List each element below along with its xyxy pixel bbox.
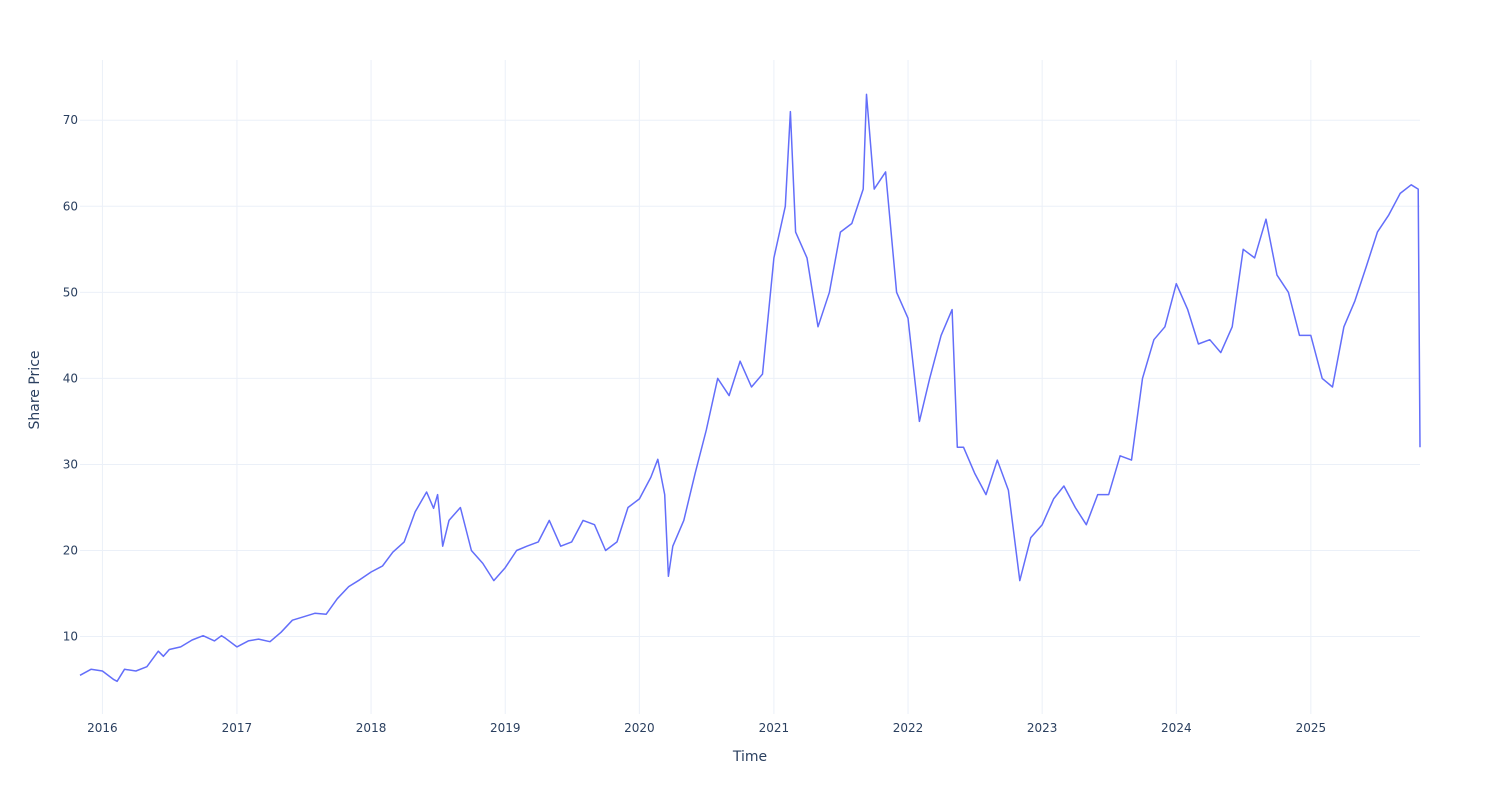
- x-tick-label: 2016: [87, 721, 118, 735]
- y-tick-label: 10: [63, 630, 78, 644]
- x-tick-label: 2024: [1161, 721, 1192, 735]
- x-tick-label: 2019: [490, 721, 521, 735]
- x-tick-label: 2020: [624, 721, 655, 735]
- x-tick-label: 2021: [759, 721, 790, 735]
- y-tick-label: 50: [63, 285, 78, 299]
- x-tick-label: 2023: [1027, 721, 1058, 735]
- y-tick-label: 40: [63, 371, 78, 385]
- y-tick-label: 20: [63, 544, 78, 558]
- y-axis-title: Share Price: [27, 350, 43, 429]
- y-axis-ticks: 10 20 30 40 50 60 70: [63, 113, 78, 643]
- x-tick-label: 2018: [356, 721, 387, 735]
- y-tick-label: 30: [63, 457, 78, 471]
- x-axis-title: Time: [732, 749, 767, 765]
- y-tick-label: 70: [63, 113, 78, 127]
- gridlines: [80, 60, 1420, 714]
- series-layer: [79, 93, 1421, 683]
- x-tick-label: 2022: [893, 721, 924, 735]
- x-tick-label: 2025: [1296, 721, 1327, 735]
- price-line: [79, 93, 1421, 683]
- y-tick-label: 60: [63, 199, 78, 213]
- x-axis-ticks: 2016 2017 2018 2019 2020 2021 2022 2023 2024 2025: [87, 721, 1326, 735]
- x-tick-label: 2017: [222, 721, 253, 735]
